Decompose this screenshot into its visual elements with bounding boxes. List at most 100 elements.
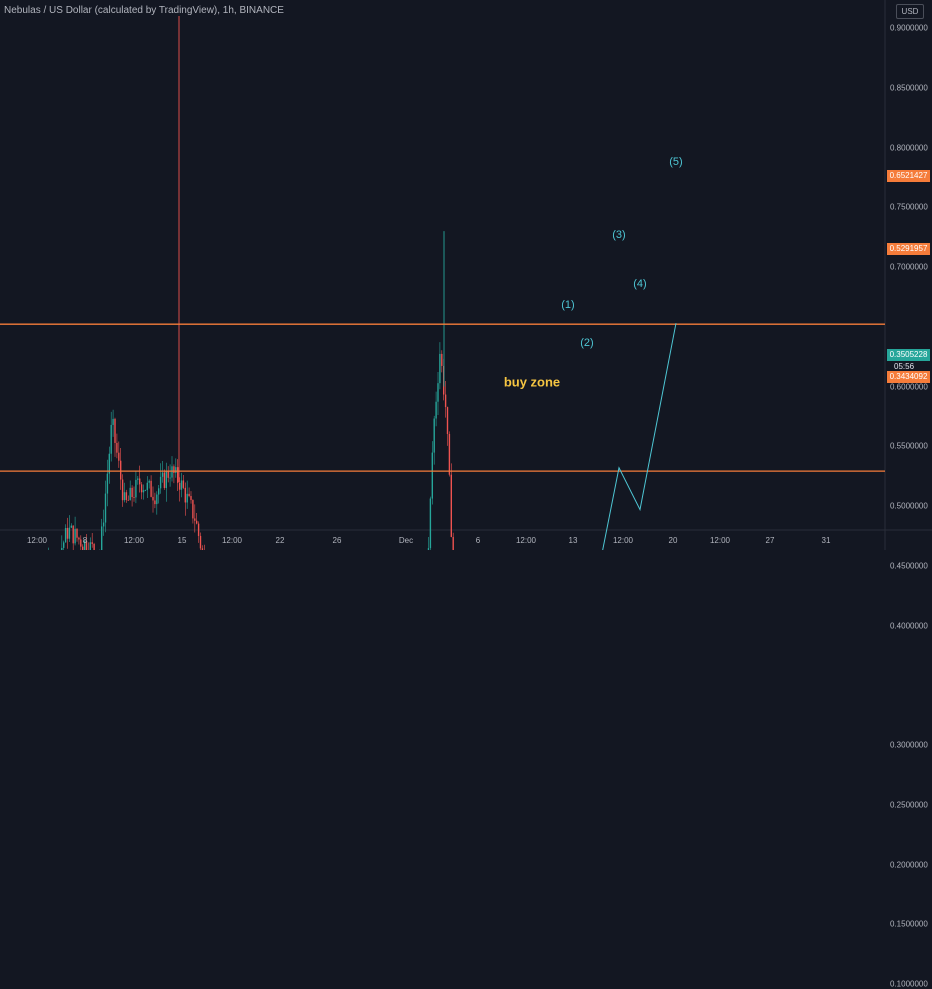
candle-body	[131, 487, 133, 498]
candle-body	[68, 527, 71, 539]
candle-body	[177, 467, 179, 483]
candle-body	[137, 478, 139, 480]
candle-body	[120, 460, 122, 480]
price-tick-label: 0.5500000	[890, 441, 928, 451]
candle-body	[121, 479, 124, 501]
candle-body	[74, 528, 76, 544]
candle-body	[429, 498, 432, 549]
time-tick-label: 22	[275, 536, 285, 545]
candle-body	[188, 493, 190, 497]
price-tick-label: 0.6000000	[890, 382, 928, 391]
candle-body	[169, 477, 171, 479]
wave-label-4: (4)	[633, 278, 647, 290]
price-tick-label: 0.8000000	[890, 143, 928, 152]
candle-body	[93, 543, 95, 550]
candle-body	[199, 535, 202, 549]
price-tick-label: 0.9000000	[890, 23, 928, 33]
elliott-wave-projection	[602, 323, 677, 550]
price-tick-label: 0.7000000	[890, 262, 928, 272]
candle-body	[431, 452, 433, 499]
price-tick-label: 0.8500000	[890, 83, 928, 93]
candle-body	[144, 490, 147, 491]
candle-body	[125, 492, 128, 500]
candle-body	[197, 523, 200, 536]
candle-body	[63, 542, 65, 548]
candle-body	[83, 540, 86, 550]
time-tick-label: 12:00	[123, 536, 145, 545]
price-tick-label: 0.3000000	[890, 740, 928, 750]
resistance-2-price-badge: 0.5291957	[887, 243, 930, 255]
time-tick-label: 12:00	[26, 536, 48, 545]
candle-body	[427, 548, 430, 550]
time-tick-label: 26	[332, 536, 342, 545]
candle-body	[72, 525, 74, 544]
time-tick-label: 12:00	[709, 536, 731, 545]
buy-zone-label: buy zone	[503, 374, 561, 390]
candle-body	[446, 407, 449, 434]
candle-body	[152, 496, 154, 501]
candle-body	[196, 520, 198, 524]
candle-body	[89, 542, 91, 550]
candle-body	[102, 522, 105, 527]
candle-body	[114, 418, 116, 443]
wave-label-1: (1)	[561, 299, 575, 311]
wave-label-5: (5)	[669, 156, 683, 168]
support-price-badge: 0.3434092	[887, 371, 930, 383]
candle-timer: 05:56	[894, 362, 915, 371]
time-tick-label: 31	[821, 536, 831, 545]
candle-body	[194, 518, 196, 521]
candle-body	[433, 418, 435, 453]
candle-body	[106, 473, 109, 494]
candle-body	[452, 536, 454, 550]
candle-body	[186, 493, 188, 503]
candle-body	[101, 526, 103, 550]
candle-body	[182, 480, 185, 488]
time-tick-label: 12:00	[221, 536, 243, 545]
candle-body	[127, 499, 129, 501]
candle-body	[439, 353, 441, 384]
wave-label-2: (2)	[580, 337, 594, 349]
price-tick-label: 0.1000000	[890, 979, 928, 989]
price-tick-label: 0.1500000	[890, 919, 928, 929]
candle-body	[175, 467, 177, 473]
time-tick-label: 15	[177, 536, 187, 545]
currency-button[interactable]: USD	[896, 4, 924, 19]
candle-body	[167, 471, 169, 478]
candle-body	[129, 487, 131, 501]
candle-body	[135, 479, 137, 498]
time-tick-label: 12:00	[612, 536, 634, 545]
wave-label-3: (3)	[612, 229, 626, 241]
candle-body	[192, 500, 194, 519]
candle-body	[178, 482, 181, 490]
price-chart[interactable]	[0, 0, 932, 550]
candle-body	[80, 539, 82, 547]
current-price-badge: 0.3505228	[887, 349, 930, 361]
candle-body	[173, 466, 175, 473]
candle-body	[201, 548, 204, 550]
price-tick-label: 0.2000000	[890, 860, 928, 869]
candle-body	[61, 547, 63, 550]
candle-body	[437, 383, 439, 402]
candle-body	[184, 487, 186, 503]
candle-body	[140, 484, 143, 493]
time-tick-label: 6	[475, 536, 481, 545]
chart-title: Nebulas / US Dollar (calculated by Tradi…	[4, 5, 284, 16]
candle-body	[171, 466, 173, 478]
candle-body	[85, 540, 88, 550]
resistance-1-price-badge: 0.6521427	[887, 170, 930, 182]
price-tick-label: 0.5000000	[890, 501, 928, 511]
time-tick-label: 27	[765, 536, 775, 545]
candle-body	[154, 500, 156, 505]
candle-body	[64, 527, 67, 543]
candle-body	[148, 480, 150, 483]
time-tick-label: 12:00	[515, 536, 537, 545]
candle-body	[163, 472, 166, 488]
price-tick-label: 0.2500000	[890, 800, 928, 810]
candle-body	[159, 476, 162, 489]
candle-body	[165, 471, 167, 488]
time-tick-label: 13	[568, 536, 578, 545]
candle-body	[110, 424, 112, 454]
candle-body	[448, 433, 451, 475]
candle-body	[146, 482, 148, 491]
candle-body	[450, 474, 452, 537]
